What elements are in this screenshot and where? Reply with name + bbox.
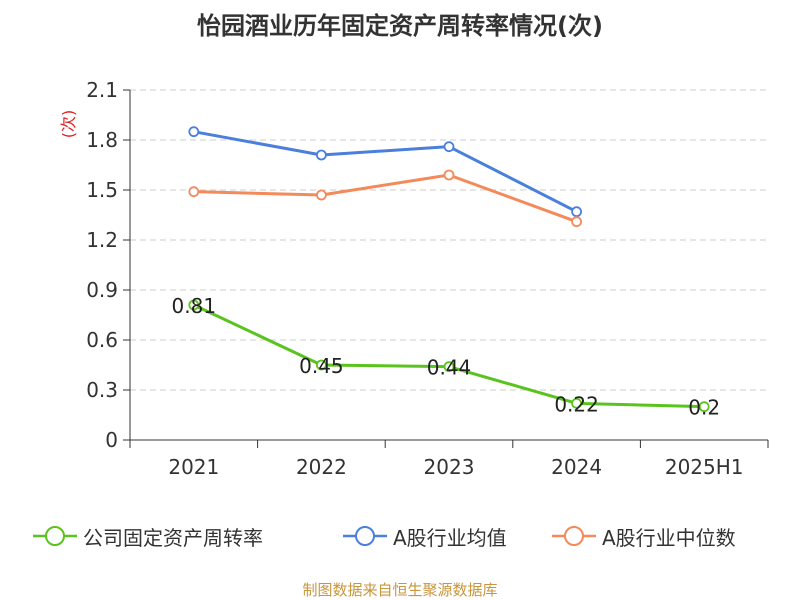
data-point — [188, 299, 200, 311]
data-point — [443, 361, 455, 373]
data-label: 0.2 — [688, 396, 720, 420]
data-point — [315, 149, 327, 161]
y-tick-label: 0.6 — [86, 328, 118, 352]
legend-item-industry-mean[interactable]: A股行业均值 — [343, 518, 507, 554]
data-point — [188, 126, 200, 138]
data-label: 0.22 — [554, 392, 599, 416]
y-tick-label: 0 — [105, 428, 118, 452]
legend-item-industry-median[interactable]: A股行业中位数 — [552, 518, 736, 554]
y-tick-label: 1.5 — [86, 178, 118, 202]
data-label: 0.45 — [299, 354, 344, 378]
x-tick-label: 2024 — [551, 455, 602, 479]
data-point — [315, 359, 327, 371]
series-line — [193, 173, 578, 224]
series-line — [193, 130, 578, 214]
data-label: 0.81 — [172, 294, 217, 318]
y-tick-label: 0.3 — [86, 378, 118, 402]
data-point — [188, 186, 200, 198]
legend-label-industry-mean: A股行业均值 — [393, 525, 507, 550]
data-point — [571, 216, 582, 228]
x-tick-label: 2022 — [296, 455, 347, 479]
y-axis-label: (次) — [59, 110, 78, 139]
legend-label-industry-median: A股行业中位数 — [602, 525, 736, 550]
y-tick-label: 1.8 — [86, 128, 118, 152]
data-point — [698, 401, 710, 413]
data-point — [315, 189, 327, 201]
chart-title: 怡园酒业历年固定资产周转率情况(次) — [197, 12, 603, 40]
x-tick-label: 2025H1 — [665, 455, 744, 479]
legend-marker-industry-mean — [343, 526, 387, 546]
source-note: 制图数据来自恒生聚源数据库 — [302, 581, 498, 599]
data-label: 0.44 — [427, 356, 472, 380]
legend-item-company[interactable]: 公司固定资产周转率 — [33, 518, 263, 554]
y-tick-label: 2.1 — [86, 78, 118, 102]
legend-label-company: 公司固定资产周转率 — [83, 525, 263, 550]
data-point — [443, 141, 455, 153]
legend-marker-industry-median — [552, 526, 596, 546]
data-point — [443, 169, 455, 181]
data-point — [571, 206, 582, 218]
x-tick-label: 2023 — [424, 455, 475, 479]
y-tick-label: 0.9 — [86, 278, 118, 302]
x-tick-label: 2021 — [168, 455, 219, 479]
legend: 公司固定资产周转率 A股行业均值 A股行业中位数 — [0, 518, 800, 558]
data-point — [571, 397, 582, 409]
y-tick-label: 1.2 — [86, 228, 118, 252]
legend-marker-company — [33, 526, 77, 546]
